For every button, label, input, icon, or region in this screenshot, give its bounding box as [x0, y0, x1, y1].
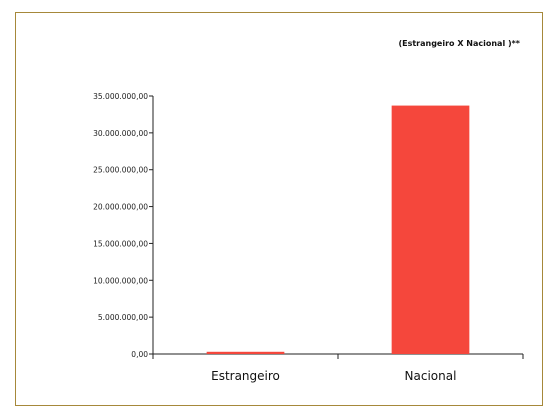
chart-title: (Estrangeiro X Nacional )**	[398, 39, 520, 48]
y-tick-label: 5.000.000,00	[98, 313, 148, 322]
bars	[206, 105, 470, 354]
y-tick-label: 35.000.000,00	[93, 92, 148, 101]
x-category-label: Estrangeiro	[211, 369, 280, 383]
y-tick-label: 15.000.000,00	[93, 239, 148, 248]
y-tick-label: 10.000.000,00	[93, 276, 148, 285]
y-axis: 0,00 5.000.000,00 10.000.000,00 15.000.000,…	[93, 92, 154, 359]
bar-nacional	[391, 105, 470, 354]
y-tick-label: 20.000.000,00	[93, 203, 148, 212]
y-tick-label: 30.000.000,00	[93, 129, 148, 138]
x-axis: Estrangeiro Nacional	[152, 353, 524, 383]
y-tick-label: 25.000.000,00	[93, 166, 148, 175]
y-tick-label: 0,00	[131, 350, 148, 359]
x-category-label: Nacional	[405, 369, 457, 383]
bar-estrangeiro	[206, 351, 285, 354]
